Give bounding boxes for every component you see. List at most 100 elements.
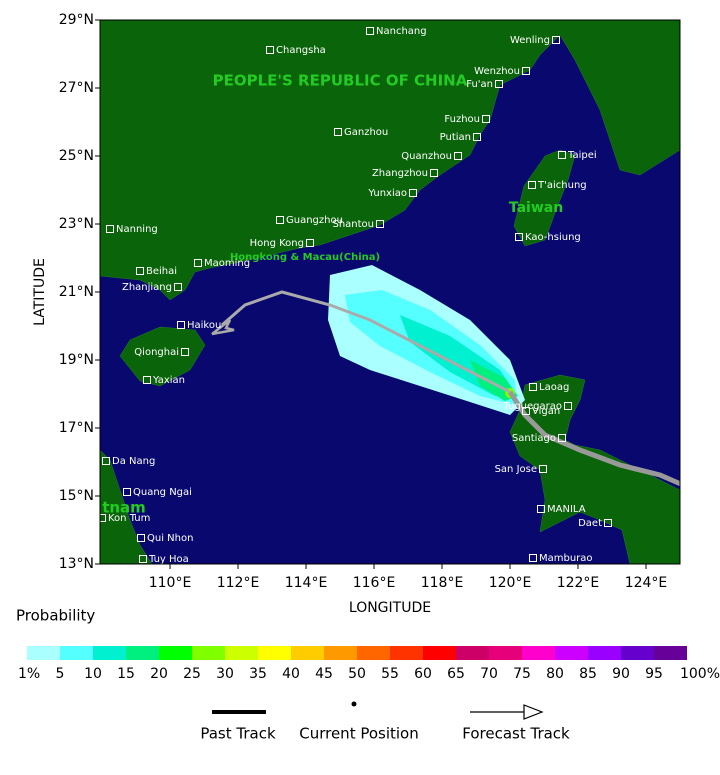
colorbar-swatch xyxy=(60,646,93,660)
colorbar-swatch xyxy=(126,646,159,660)
colorbar-swatch xyxy=(390,646,423,660)
city-label: Quanzhou xyxy=(401,151,452,162)
colorbar-label: 90 xyxy=(612,666,630,682)
city-marker xyxy=(137,534,145,542)
city-label: Fu'an xyxy=(466,79,493,90)
region-label: tnam xyxy=(102,499,146,517)
city-marker xyxy=(376,220,384,228)
city-marker xyxy=(106,225,114,233)
city-marker xyxy=(306,239,314,247)
colorbar-swatch xyxy=(522,646,555,660)
colorbar-swatch xyxy=(555,646,588,660)
city-marker xyxy=(276,216,284,224)
x-tick-label: 116°E xyxy=(353,575,396,591)
colorbar-swatch xyxy=(291,646,324,660)
city-label: Quang Ngai xyxy=(133,487,192,498)
city-marker xyxy=(515,233,523,241)
city-marker xyxy=(334,128,342,136)
city-label: Qionghai xyxy=(134,347,179,358)
region-label: Hongkong & Macau(China) xyxy=(230,252,380,263)
city-label: MANILA xyxy=(547,504,586,515)
city-label: Vigan xyxy=(532,406,560,417)
city-marker xyxy=(100,514,106,522)
colorbar-swatch xyxy=(654,646,687,660)
colorbar-label: 30 xyxy=(216,666,234,682)
city-marker xyxy=(522,407,530,415)
x-tick-label: 124°E xyxy=(625,575,668,591)
city-label: Beihai xyxy=(146,266,177,277)
y-tick-label: 27°N xyxy=(59,80,94,96)
colorbar-swatch xyxy=(258,646,291,660)
colorbar-label: 80 xyxy=(546,666,564,682)
map-labels: PEOPLE'S REPUBLIC OF CHINA Taiwan Hongkong… xyxy=(100,26,612,565)
colorbar-label: 55 xyxy=(381,666,399,682)
city-label: Putian xyxy=(440,132,471,143)
city-label: Shantou xyxy=(332,219,374,230)
legend-label: Past Track xyxy=(200,725,276,743)
colorbar-swatch xyxy=(357,646,390,660)
colorbar-swatch xyxy=(192,646,225,660)
city-marker xyxy=(266,46,274,54)
city-label: Wenzhou xyxy=(474,66,520,77)
forecast-track xyxy=(221,290,511,394)
city-marker xyxy=(181,348,189,356)
city-marker xyxy=(539,465,547,473)
colorbar-label: 10 xyxy=(84,666,102,682)
x-tick-label: 112°E xyxy=(217,575,260,591)
city-marker xyxy=(522,67,530,75)
city-label: Tuy Hoa xyxy=(148,554,189,565)
city-marker xyxy=(123,488,131,496)
colorbar-label: 65 xyxy=(447,666,465,682)
x-tick-label: 118°E xyxy=(421,575,464,591)
city-label: Qui Nhon xyxy=(147,533,193,544)
colorbar-swatch xyxy=(456,646,489,660)
city-label: Santiago xyxy=(512,433,556,444)
city-marker xyxy=(564,402,572,410)
city-label: Wenling xyxy=(510,35,550,46)
colorbar-title: Probability xyxy=(16,607,95,625)
colorbar-label: 100% xyxy=(680,666,720,682)
city-marker xyxy=(136,267,144,275)
colorbar-swatch xyxy=(588,646,621,660)
city-label: Yunxiao xyxy=(367,188,407,199)
y-tick-label: 23°N xyxy=(59,216,94,232)
city-marker xyxy=(473,133,481,141)
region-label: Taiwan xyxy=(509,200,563,216)
city-marker xyxy=(482,115,490,123)
colorbar-label: 60 xyxy=(414,666,432,682)
colorbar-label: 85 xyxy=(579,666,597,682)
city-label: Hong Kong xyxy=(250,238,304,249)
city-marker xyxy=(529,554,537,562)
city-label: Kao-hsiung xyxy=(525,232,581,243)
region-label: PEOPLE'S REPUBLIC OF CHINA xyxy=(213,72,468,90)
probability-swath xyxy=(328,265,525,415)
forecast-arrow xyxy=(211,319,235,336)
city-marker xyxy=(177,321,185,329)
x-axis-label: LONGITUDE xyxy=(349,600,431,616)
colorbar-swatch xyxy=(621,646,654,660)
colorbar-label: 95 xyxy=(645,666,663,682)
city-marker xyxy=(366,27,374,35)
y-tick-label: 19°N xyxy=(59,352,94,368)
city-marker xyxy=(552,36,560,44)
city-marker xyxy=(430,169,438,177)
city-label: Nanchang xyxy=(376,26,427,37)
city-marker xyxy=(529,383,537,391)
city-label: Guangzhou xyxy=(286,215,343,226)
city-marker xyxy=(604,519,612,527)
city-marker xyxy=(537,505,545,513)
colorbar-label: 25 xyxy=(183,666,201,682)
x-tick-label: 110°E xyxy=(149,575,192,591)
legend-forecast-arrow xyxy=(523,704,544,720)
colorbar-swatch xyxy=(324,646,357,660)
colorbar-label: 5 xyxy=(56,666,65,682)
city-label: Laoag xyxy=(539,382,569,393)
city-label: T'aichung xyxy=(537,180,587,191)
map-area: PEOPLE'S REPUBLIC OF CHINA Taiwan Hongkong… xyxy=(100,20,680,565)
city-marker xyxy=(495,80,503,88)
city-label: Fuzhou xyxy=(444,114,480,125)
city-marker xyxy=(194,259,202,267)
city-marker xyxy=(174,283,182,291)
city-label: Mamburao xyxy=(539,553,593,564)
city-marker xyxy=(139,555,147,563)
